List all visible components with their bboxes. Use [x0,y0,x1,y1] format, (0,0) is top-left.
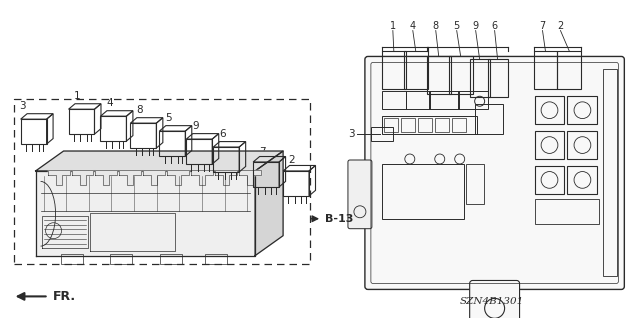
Text: 2: 2 [289,155,296,165]
Bar [534,199,600,224]
Bar [384,118,398,132]
Text: 9: 9 [472,20,479,31]
Text: 3: 3 [348,129,355,139]
Bar [466,164,484,204]
Polygon shape [167,170,189,185]
Bar [205,254,227,263]
Polygon shape [47,170,70,185]
Text: FR.: FR. [52,290,76,303]
Bar [161,254,182,263]
Text: 9: 9 [192,121,198,131]
Bar [68,109,95,134]
Text: 8: 8 [136,105,143,115]
Bar [404,51,428,89]
Bar [488,59,508,97]
Bar [213,147,239,172]
Polygon shape [36,151,283,171]
Bar [406,91,430,109]
Polygon shape [36,171,255,256]
Bar [604,70,618,277]
Bar [131,123,156,148]
Bar [382,51,406,89]
Bar [452,118,466,132]
Text: 5: 5 [454,20,460,31]
Bar [20,119,47,144]
Bar [470,59,490,97]
Text: 1: 1 [74,91,81,101]
Bar [100,116,127,141]
Bar [159,131,186,156]
Bar [186,139,212,164]
Bar [568,96,597,124]
Bar [429,91,459,109]
Polygon shape [95,170,118,185]
Text: 6: 6 [492,20,498,31]
Polygon shape [72,170,93,185]
Bar [418,118,432,132]
Bar [382,91,406,109]
Polygon shape [255,151,283,256]
Text: 8: 8 [433,20,439,31]
FancyBboxPatch shape [365,56,625,289]
Text: 7: 7 [259,147,266,157]
Polygon shape [120,170,141,185]
Bar [449,56,473,94]
FancyBboxPatch shape [470,280,520,319]
Bar [13,99,310,263]
Text: SZN4B1301: SZN4B1301 [460,297,524,306]
Polygon shape [143,170,165,185]
Bar [458,91,488,109]
Bar [475,104,502,134]
Bar [568,131,597,159]
Text: B-13: B-13 [325,214,353,224]
FancyBboxPatch shape [348,160,372,229]
Bar [427,56,451,94]
Text: 2: 2 [557,20,564,31]
Polygon shape [215,170,237,185]
Bar [435,118,449,132]
Bar [382,116,477,134]
Text: 6: 6 [219,129,225,139]
Bar [382,164,464,219]
Polygon shape [239,170,261,185]
Bar [557,51,581,89]
Bar [534,96,564,124]
Polygon shape [191,170,213,185]
Bar [371,127,393,141]
Bar [111,254,132,263]
Text: 3: 3 [19,101,26,111]
Bar [61,254,83,263]
Text: 7: 7 [540,20,546,31]
Bar [253,162,279,187]
Bar [401,118,415,132]
Bar [568,166,597,194]
Bar [534,131,564,159]
Bar [534,166,564,194]
Text: 4: 4 [106,98,113,108]
Bar [283,171,309,196]
Text: 4: 4 [410,20,416,31]
Text: 5: 5 [165,113,172,123]
Bar [534,51,557,89]
Text: 1: 1 [390,20,396,31]
